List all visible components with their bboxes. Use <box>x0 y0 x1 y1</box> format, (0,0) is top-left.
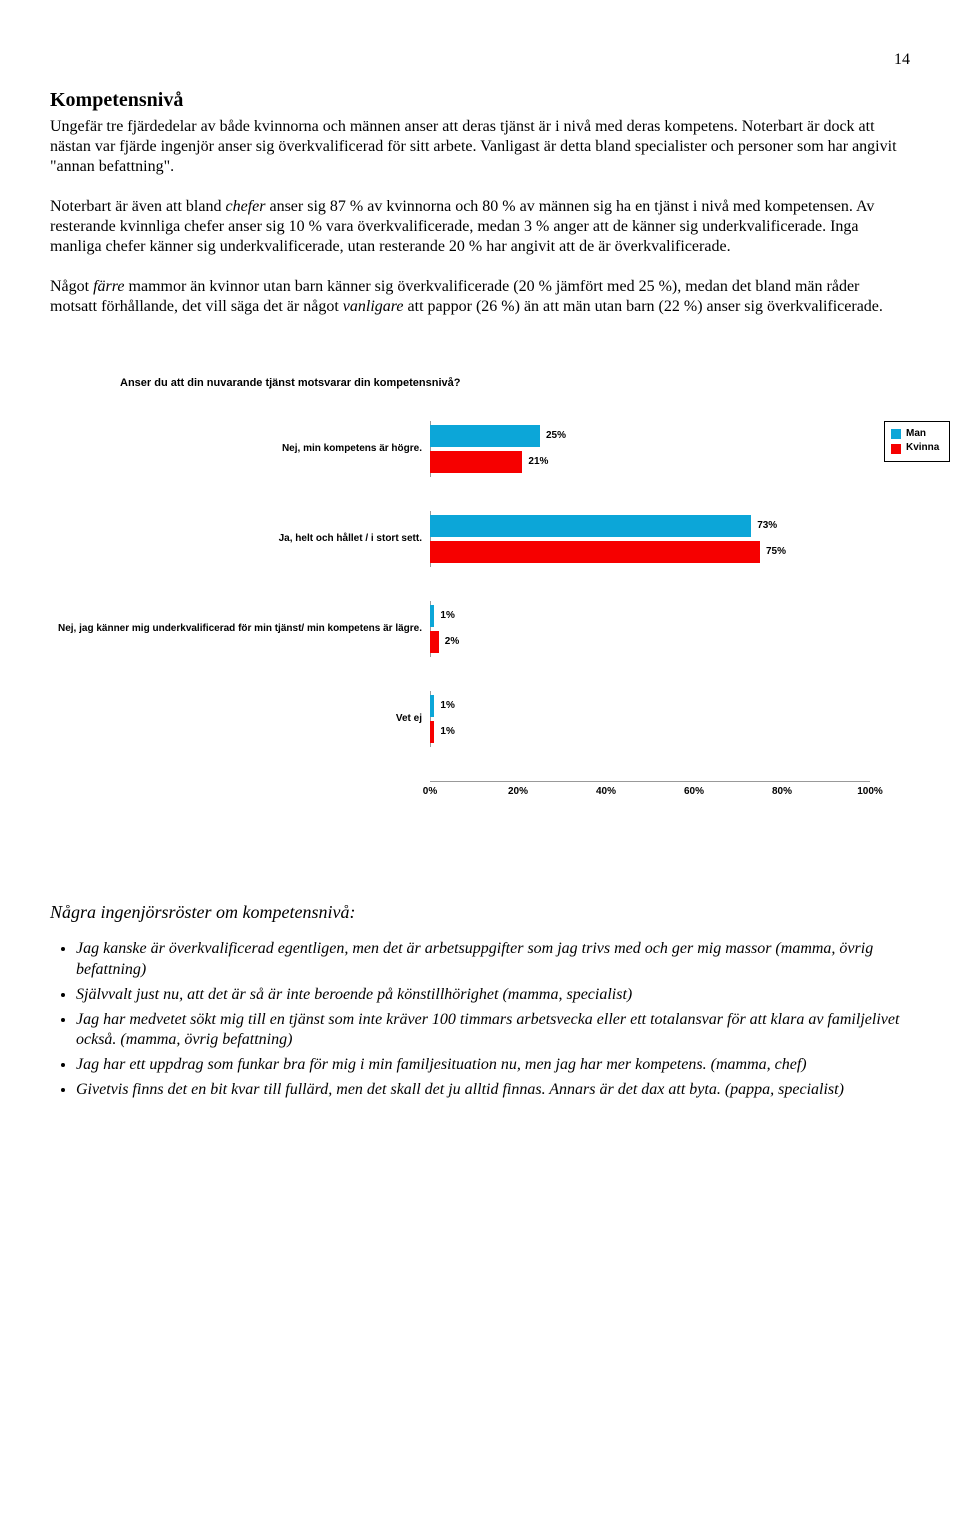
chart-plot: 73% 75% <box>430 511 870 567</box>
chart-row: Ja, helt och hållet / i stort sett. 73% 75… <box>50 511 910 567</box>
bar-man: 73% <box>430 515 777 537</box>
paragraph-2: Noterbart är även att bland chefer anser… <box>50 197 910 257</box>
text: Noterbart är även att bland <box>50 198 225 215</box>
bar-value: 25% <box>540 430 566 443</box>
quote-item: Självvalt just nu, att det är så är inte… <box>76 985 910 1006</box>
bar-man: 25% <box>430 425 566 447</box>
quote-item: Jag kanske är överkvalificerad egentlige… <box>76 939 910 981</box>
bar-value: 1% <box>434 610 454 623</box>
bar-fill <box>430 515 751 537</box>
paragraph-3: Något färre mammor än kvinnor utan barn … <box>50 277 910 317</box>
bar-kvinna: 75% <box>430 541 786 563</box>
bar-value: 21% <box>522 456 548 469</box>
bar-chart: ManKvinnaNej, min kompetens är högre.25%… <box>50 421 910 801</box>
x-tick: 0% <box>423 786 437 799</box>
bar-value: 73% <box>751 520 777 533</box>
text: att pappor (26 %) än att män utan barn (… <box>404 298 883 315</box>
x-axis: 0%20%40%60%80%100% <box>430 781 870 801</box>
chart-row: Nej, min kompetens är högre. 25% 21% <box>50 421 910 477</box>
bar-kvinna: 2% <box>430 631 459 653</box>
bar-fill <box>430 631 439 653</box>
chart-legend: ManKvinna <box>884 421 950 462</box>
legend-swatch-kvinna <box>891 444 901 454</box>
bar-value: 2% <box>439 636 459 649</box>
paragraph-1: Ungefär tre fjärdedelar av både kvinnorn… <box>50 117 910 177</box>
x-tick: 100% <box>857 786 883 799</box>
chart-category-label: Ja, helt och hållet / i stort sett. <box>50 533 430 546</box>
quotes-heading: Några ingenjörsröster om kompetensnivå: <box>50 901 910 924</box>
legend-label-man: Man <box>906 428 926 441</box>
quote-item: Givetvis finns det en bit kvar till full… <box>76 1080 910 1101</box>
bar-fill <box>430 541 760 563</box>
x-tick: 60% <box>684 786 704 799</box>
chart-row: Vet ej 1% 1% <box>50 691 910 747</box>
quotes-list: Jag kanske är överkvalificerad egentlige… <box>76 939 910 1101</box>
text-italic: färre <box>93 278 124 295</box>
x-tick: 20% <box>508 786 528 799</box>
bar-value: 75% <box>760 546 786 559</box>
x-tick: 40% <box>596 786 616 799</box>
chart-category-label: Nej, min kompetens är högre. <box>50 443 430 456</box>
text-italic: vanligare <box>343 298 404 315</box>
chart-row: Nej, jag känner mig underkvalificerad fö… <box>50 601 910 657</box>
page-number: 14 <box>50 50 910 70</box>
x-tick: 80% <box>772 786 792 799</box>
bar-man: 1% <box>430 605 455 627</box>
bar-kvinna: 21% <box>430 451 548 473</box>
bar-value: 1% <box>434 726 454 739</box>
chart-plot: 25% 21% <box>430 421 870 477</box>
chart-plot: 1% 1% <box>430 691 870 747</box>
text: Något <box>50 278 93 295</box>
chart-category-label: Nej, jag känner mig underkvalificerad fö… <box>50 623 430 636</box>
bar-fill <box>430 451 522 473</box>
legend-swatch-man <box>891 429 901 439</box>
quote-item: Jag har ett uppdrag som funkar bra för m… <box>76 1055 910 1076</box>
chart-plot: 1% 2% <box>430 601 870 657</box>
chart-title: Anser du att din nuvarande tjänst motsva… <box>120 377 910 391</box>
bar-value: 1% <box>434 700 454 713</box>
bar-fill <box>430 425 540 447</box>
section-heading: Kompetensnivå <box>50 88 910 113</box>
text-italic: chefer <box>225 198 265 215</box>
bar-kvinna: 1% <box>430 721 455 743</box>
quote-item: Jag har medvetet sökt mig till en tjänst… <box>76 1010 910 1052</box>
chart-category-label: Vet ej <box>50 713 430 726</box>
legend-label-kvinna: Kvinna <box>906 442 939 455</box>
bar-man: 1% <box>430 695 455 717</box>
